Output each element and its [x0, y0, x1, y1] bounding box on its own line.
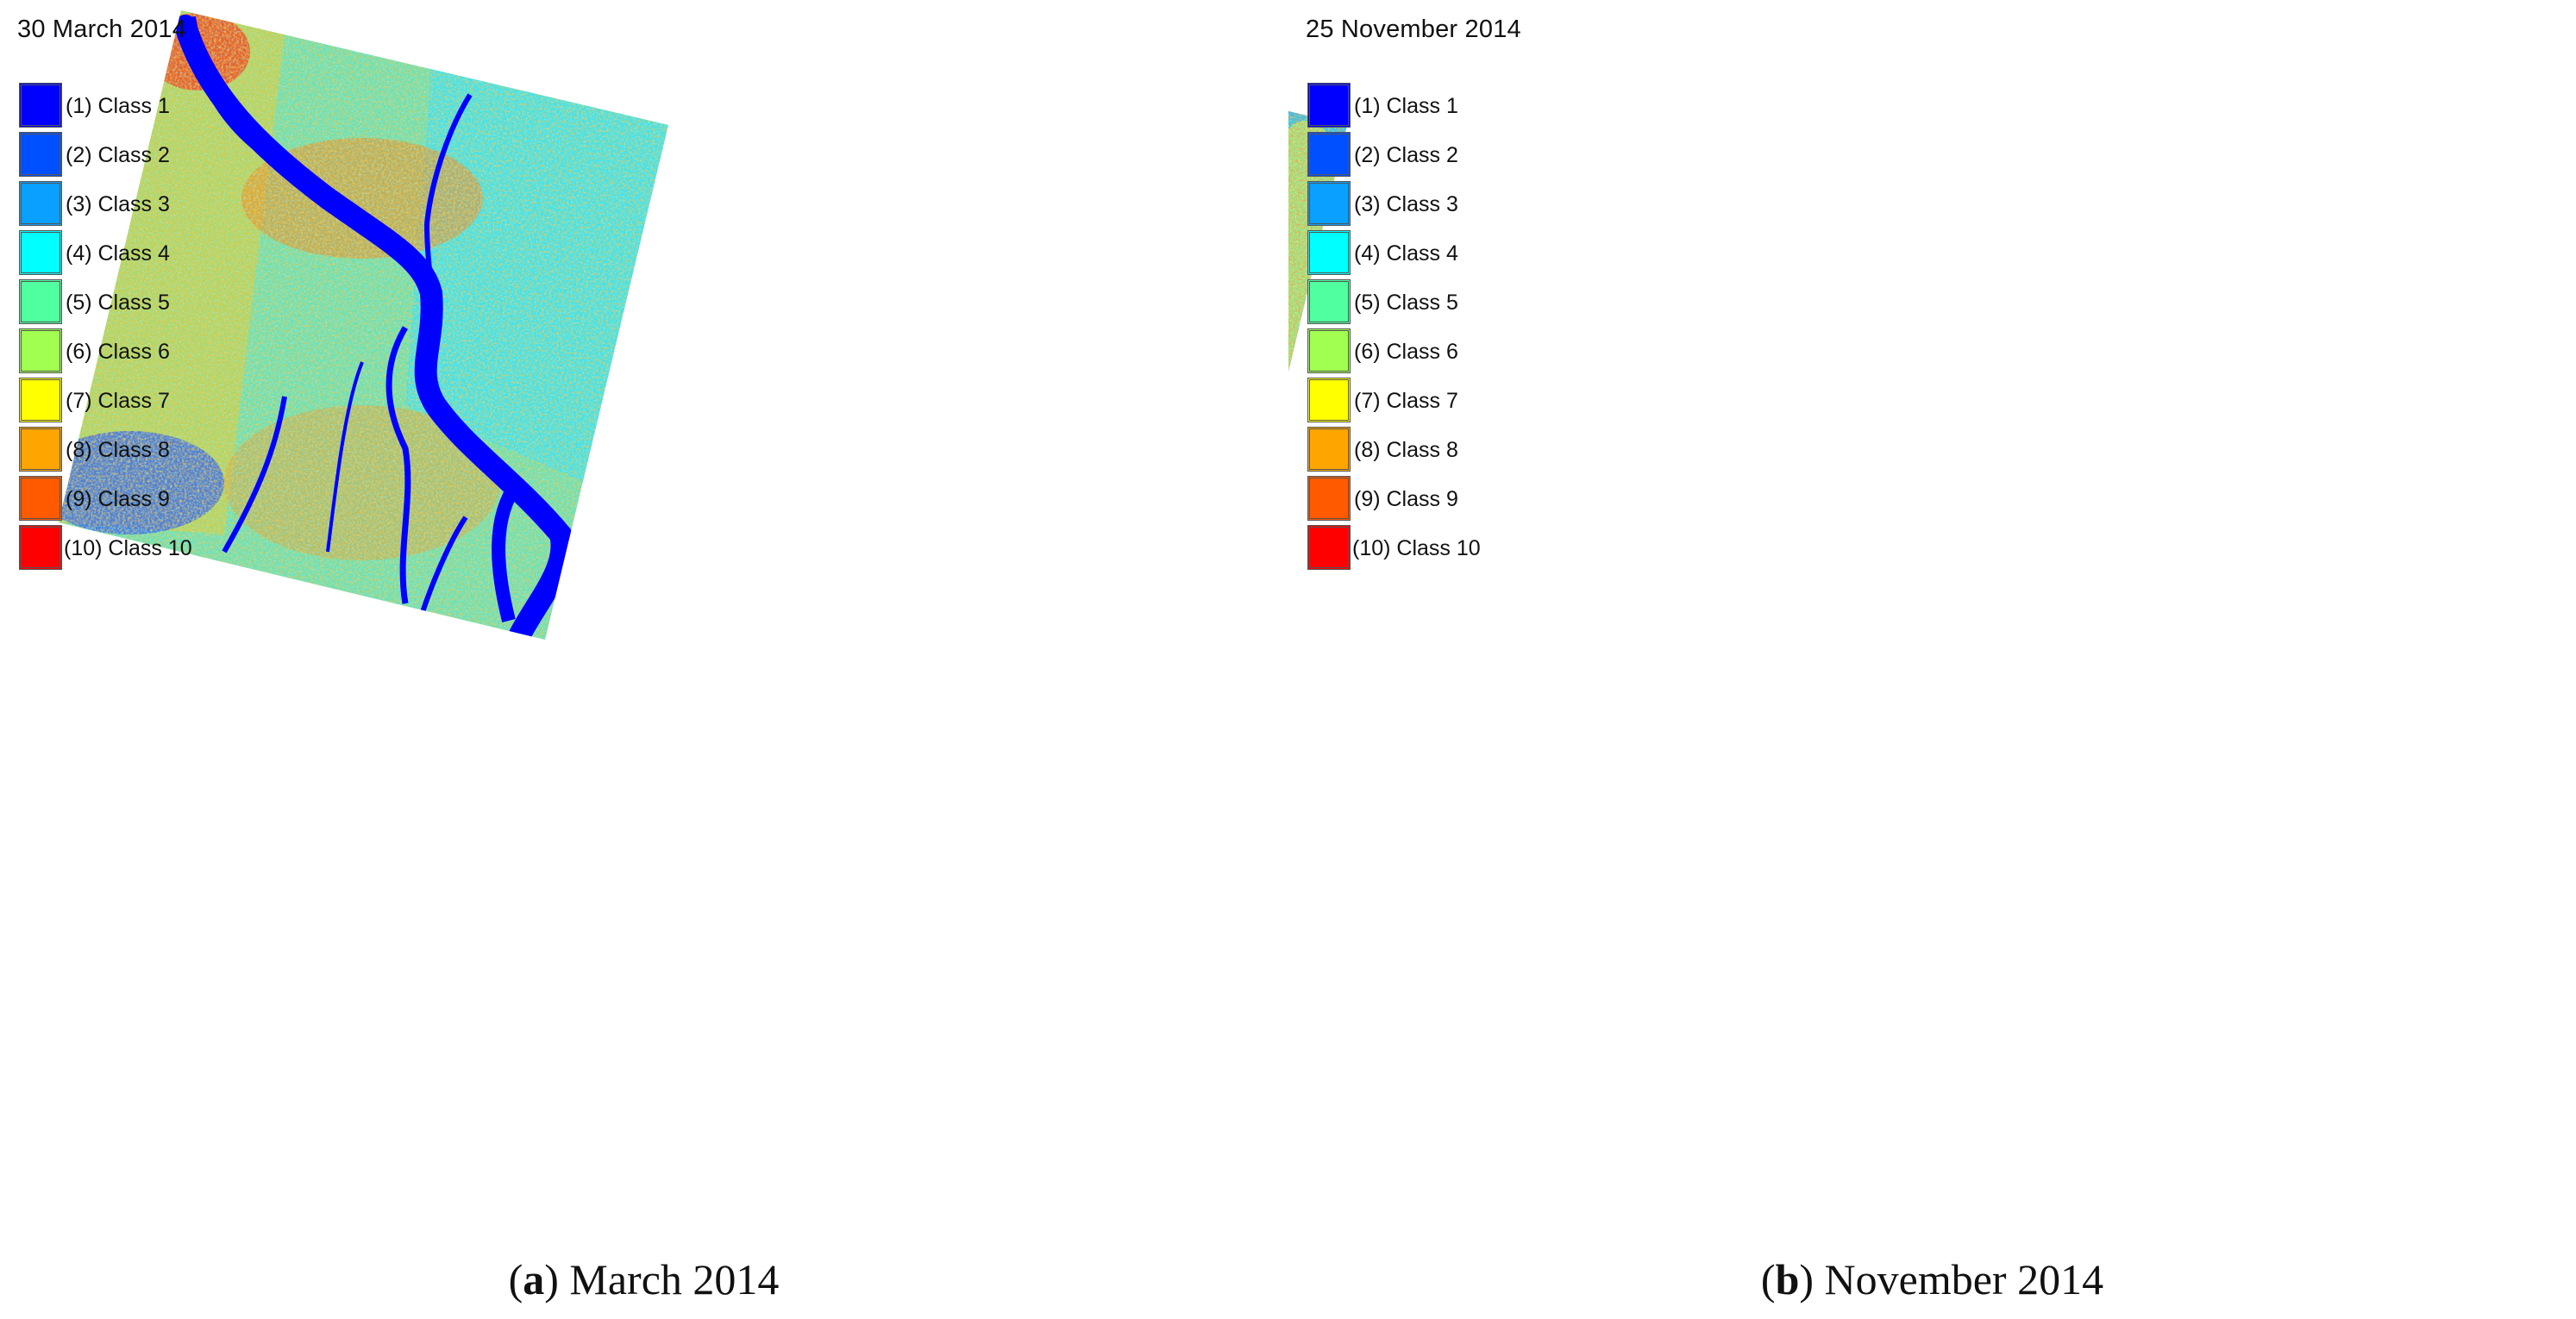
caption-text: ) November 2014: [1799, 1255, 2104, 1303]
river-branch5-a: [420, 516, 468, 613]
panel-november: 25 November 2014 (1) Class 1 (2) Class 2…: [1288, 0, 2576, 1319]
legend-label: (7) Class 7: [1354, 389, 1458, 413]
legend-label: (2) Class 2: [66, 143, 170, 167]
legend-swatch: [19, 279, 62, 324]
caption-open: (: [508, 1255, 523, 1303]
legend-label: (10) Class 10: [64, 536, 192, 560]
river-branch2-a: [222, 396, 287, 553]
legend-swatch: [1307, 181, 1351, 226]
legend-label: (2) Class 2: [1354, 143, 1458, 167]
legend-swatch: [19, 328, 62, 373]
caption-open: (: [1760, 1255, 1776, 1303]
legend-label: (5) Class 5: [66, 291, 170, 315]
legend-label: (1) Class 1: [1354, 94, 1458, 118]
legend-label: (9) Class 9: [1354, 487, 1458, 511]
caption-letter: a: [523, 1255, 545, 1303]
legend-swatch: [1307, 525, 1351, 570]
legend-swatch: [1307, 132, 1351, 177]
legend-label: (6) Class 6: [1354, 340, 1458, 364]
legend-swatch: [19, 83, 62, 128]
classification-map-november: [1288, 10, 1347, 640]
caption-text: ) March 2014: [544, 1255, 780, 1303]
classification-map-march: [59, 10, 668, 640]
panel-caption: (a) March 2014: [0, 1254, 1288, 1304]
legend-label: (8) Class 8: [1354, 438, 1458, 462]
legend-label: (7) Class 7: [66, 389, 170, 413]
river-upper-a: [184, 16, 263, 152]
legend-swatch: [19, 427, 62, 472]
legend-swatch: [19, 378, 62, 422]
panel-caption: (b) November 2014: [1288, 1254, 2576, 1304]
river-north-a: [423, 93, 473, 294]
legend-label: (8) Class 8: [66, 438, 170, 462]
legend-swatch: [19, 181, 62, 226]
legend-swatch: [1307, 427, 1351, 472]
legend-swatch: [1307, 230, 1351, 275]
legend-swatch: [1307, 328, 1351, 373]
river-main-a: [174, 15, 573, 640]
legend-label: (3) Class 3: [1354, 192, 1458, 216]
legend-label: (1) Class 1: [66, 94, 170, 118]
river-branch3-a: [326, 361, 364, 553]
legend-swatch: [1307, 83, 1351, 128]
legend-label: (4) Class 4: [66, 241, 170, 266]
legend-label: (3) Class 3: [66, 192, 170, 216]
legend-swatch: [19, 476, 62, 521]
caption-letter: b: [1775, 1255, 1800, 1303]
legend-swatch: [1307, 476, 1351, 521]
legend-swatch: [19, 132, 62, 177]
legend-label: (4) Class 4: [1354, 241, 1458, 266]
legend-label: (9) Class 9: [66, 487, 170, 511]
river-branch4-a: [492, 478, 523, 622]
legend-label: (6) Class 6: [66, 340, 170, 364]
legend-swatch: [19, 230, 62, 275]
panel-march: 30 March 2014 (1) Class 1 (2) Class 2 (3…: [0, 10, 1288, 1304]
legend-swatch: [1307, 378, 1351, 422]
legend-swatch: [1307, 279, 1351, 324]
map-date-label: 30 March 2014: [17, 16, 187, 43]
legend-label: (10) Class 10: [1352, 536, 1481, 560]
map-date-label: 25 November 2014: [1306, 16, 1521, 43]
legend-label: (5) Class 5: [1354, 291, 1458, 315]
legend-swatch: [19, 525, 62, 570]
map-base-b: [1288, 10, 1347, 640]
river-branch1-a: [385, 326, 411, 604]
